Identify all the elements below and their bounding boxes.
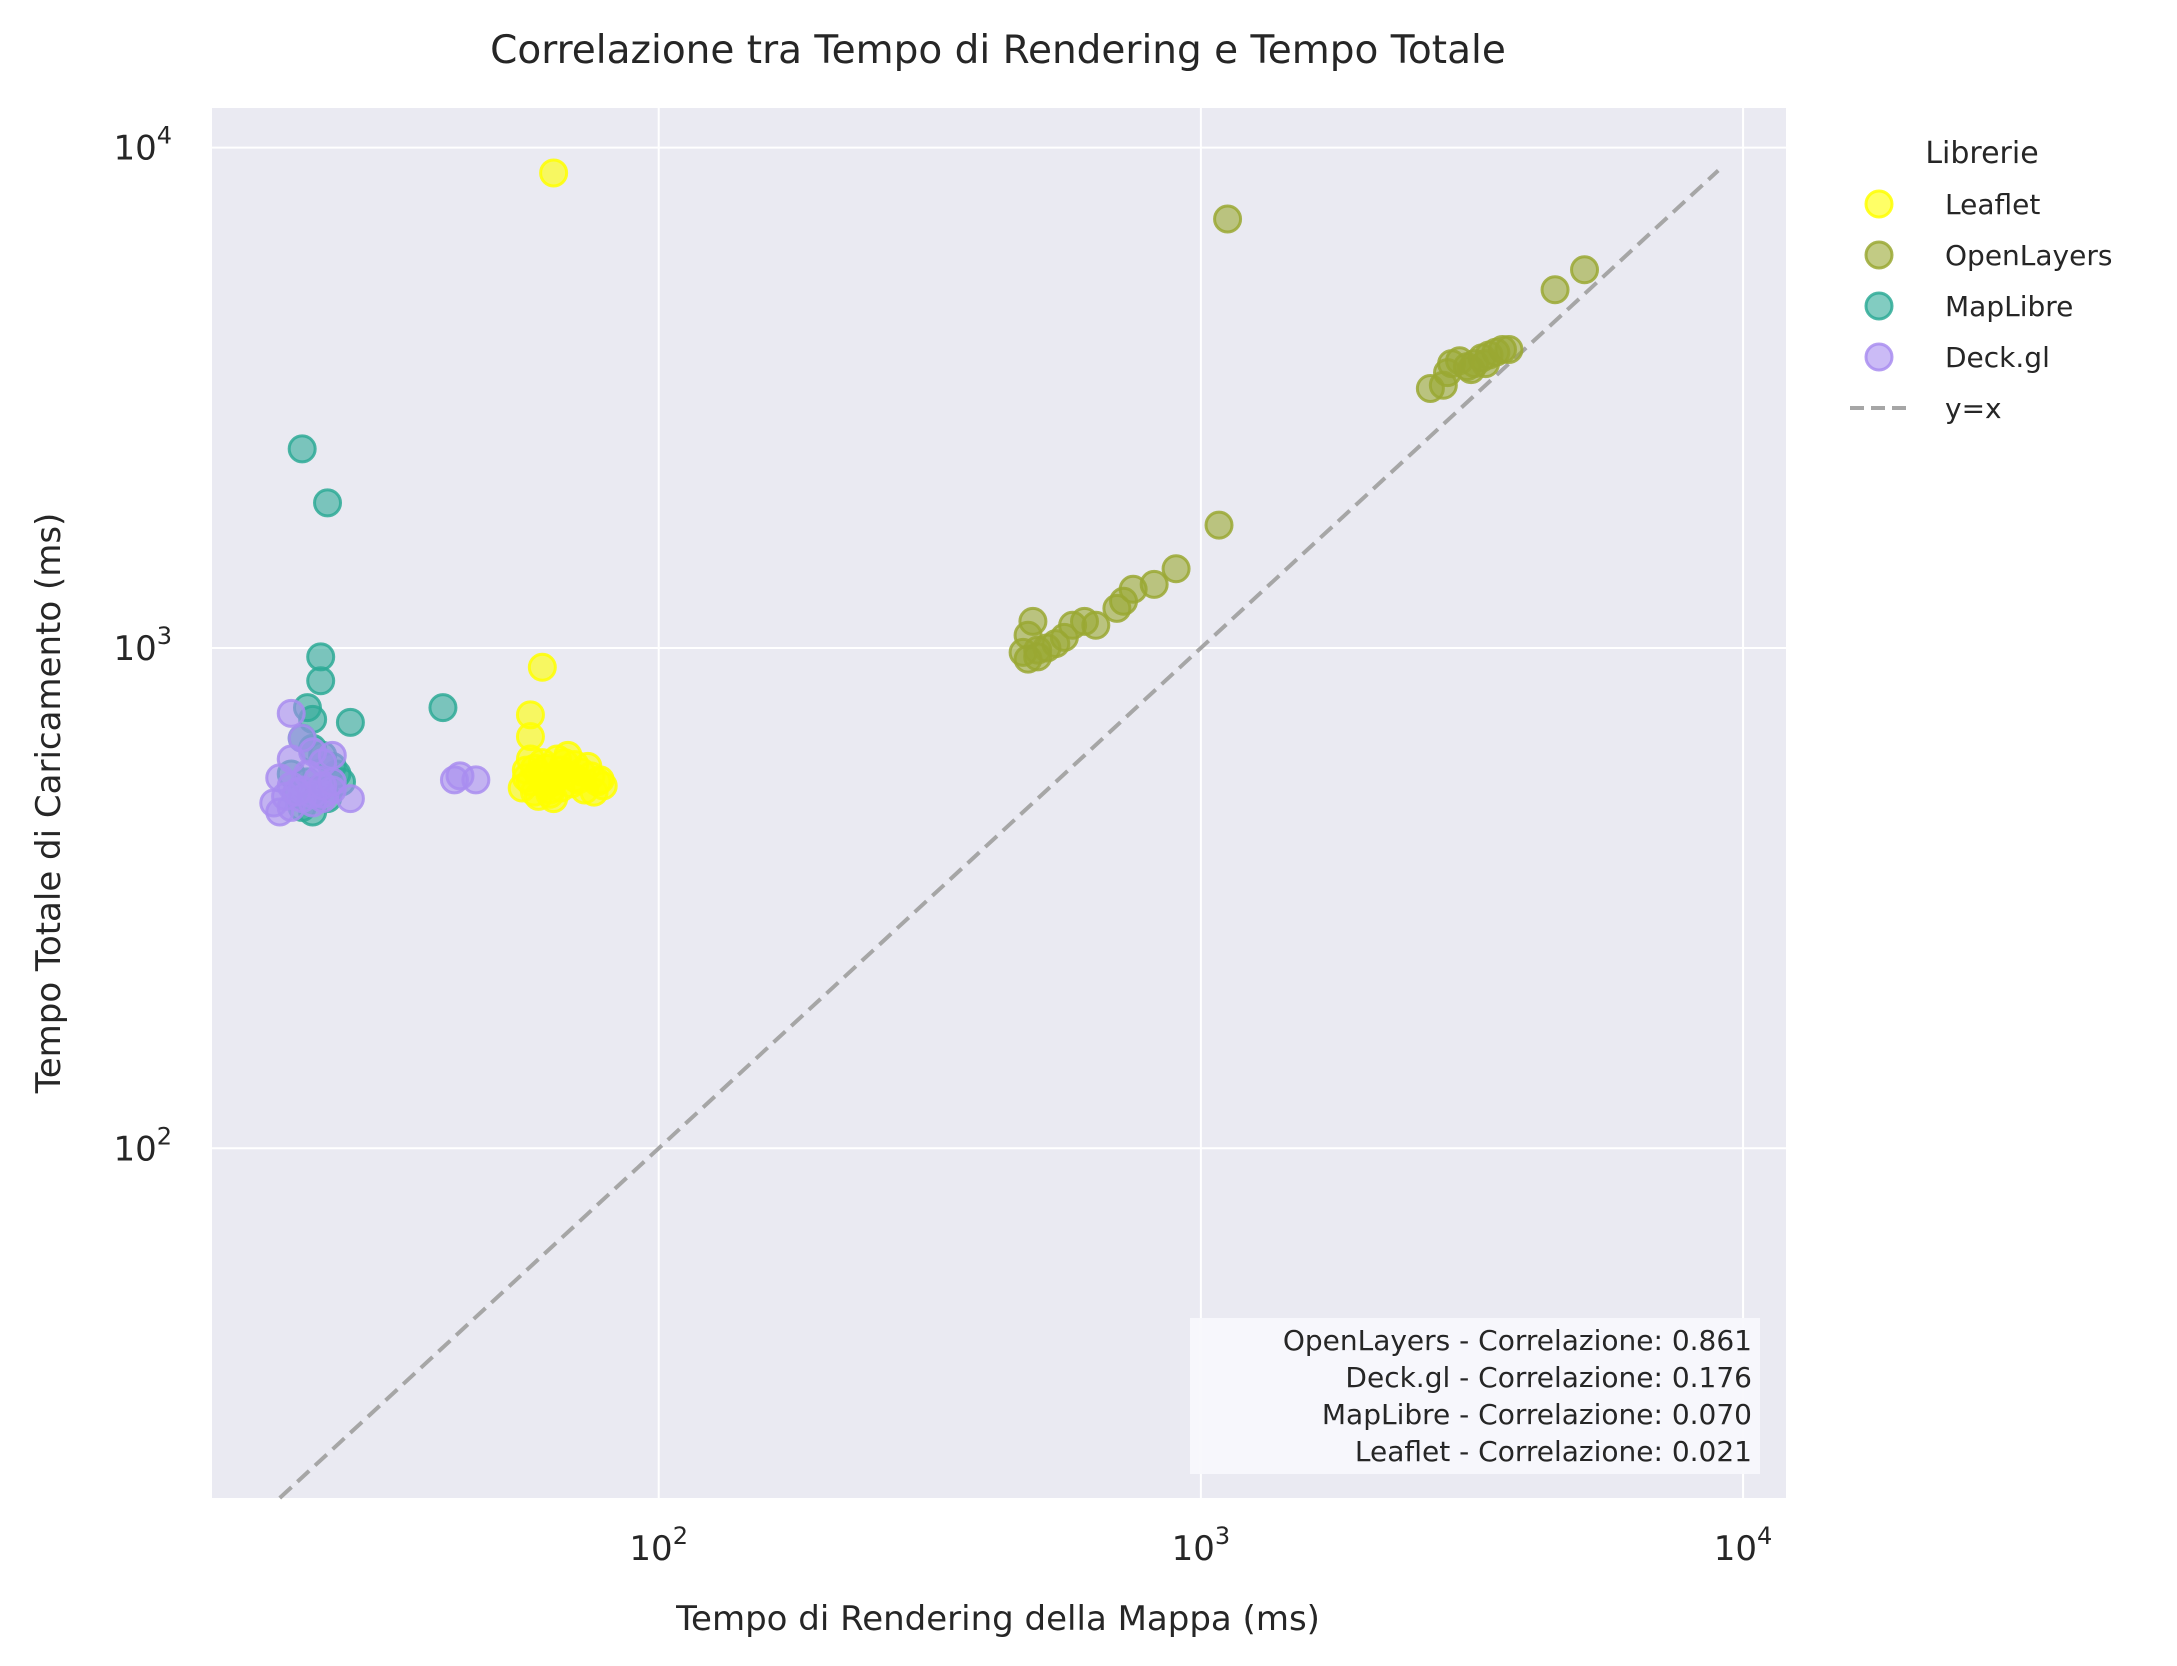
plot-background — [212, 108, 1786, 1498]
data-point — [527, 652, 557, 682]
data-point — [306, 642, 336, 672]
data-point — [335, 784, 365, 814]
data-point — [539, 784, 569, 814]
annotation-line: Leaflet - Correlazione: 0.021 — [1355, 1435, 1752, 1468]
data-point — [1204, 510, 1234, 540]
data-point — [1161, 554, 1191, 584]
data-point — [287, 434, 317, 464]
legend-label: Deck.gl — [1945, 341, 2050, 374]
legend-marker — [1864, 342, 1894, 372]
y-axis-title: Tempo Totale di Caricamento (ms) — [29, 513, 69, 1095]
data-point — [1213, 204, 1243, 234]
y-tick-label: 102 — [113, 1122, 172, 1169]
data-point — [560, 763, 590, 793]
legend-label: Leaflet — [1945, 188, 2040, 221]
data-point — [1032, 633, 1062, 663]
y-tick-label: 103 — [113, 622, 172, 669]
data-point — [1415, 374, 1445, 404]
data-point — [335, 707, 365, 737]
data-point — [1570, 255, 1600, 285]
legend-marker — [1864, 240, 1894, 270]
data-point — [313, 488, 343, 518]
chart-title: Correlazione tra Tempo di Rendering e Te… — [490, 28, 1506, 73]
series-openlayers — [1008, 204, 1600, 674]
reference-line-layer — [278, 169, 1720, 1500]
legend-label: MapLibre — [1945, 290, 2073, 323]
data-point — [317, 767, 347, 797]
data-point — [276, 698, 306, 728]
annotation-line: MapLibre - Correlazione: 0.070 — [1322, 1398, 1752, 1431]
legend-marker — [1864, 291, 1894, 321]
legend-label: OpenLayers — [1945, 239, 2112, 272]
grid-lines — [212, 108, 1786, 1498]
x-tick-label: 102 — [629, 1522, 688, 1569]
y-tick-label: 104 — [113, 122, 172, 169]
series-deck-gl — [259, 698, 491, 827]
legend-marker — [1864, 189, 1894, 219]
annotation-box — [1190, 1318, 1760, 1474]
legend: Librerie Leaflet OpenLayers MapLibre Deck.g… — [1850, 136, 2112, 425]
data-point — [428, 693, 458, 723]
data-points — [259, 158, 1600, 827]
data-point — [317, 740, 347, 770]
data-point — [542, 744, 572, 774]
x-tick-label: 104 — [1714, 1522, 1773, 1569]
data-point — [306, 666, 336, 696]
data-point — [1471, 349, 1501, 379]
annotation-line: OpenLayers - Correlazione: 0.861 — [1283, 1324, 1752, 1357]
data-point — [1102, 593, 1132, 623]
data-point — [585, 765, 615, 795]
data-point — [1540, 275, 1570, 305]
data-point — [282, 777, 312, 807]
tick-labels: 102 103 104 102 103 104 — [113, 122, 1772, 1569]
legend-reference-label: y=x — [1945, 392, 2002, 425]
annotation-line: Deck.gl - Correlazione: 0.176 — [1345, 1361, 1752, 1394]
data-point — [461, 765, 491, 795]
reference-line-y-equals-x — [278, 169, 1720, 1500]
legend-title: Librerie — [1925, 136, 2038, 171]
correlation-annotation: OpenLayers - Correlazione: 0.861 Deck.gl … — [1190, 1318, 1760, 1474]
x-axis-title: Tempo di Rendering della Mappa (ms) — [675, 1599, 1320, 1639]
x-tick-label: 103 — [1172, 1522, 1231, 1569]
series-leaflet — [507, 158, 618, 814]
data-point — [539, 158, 569, 188]
